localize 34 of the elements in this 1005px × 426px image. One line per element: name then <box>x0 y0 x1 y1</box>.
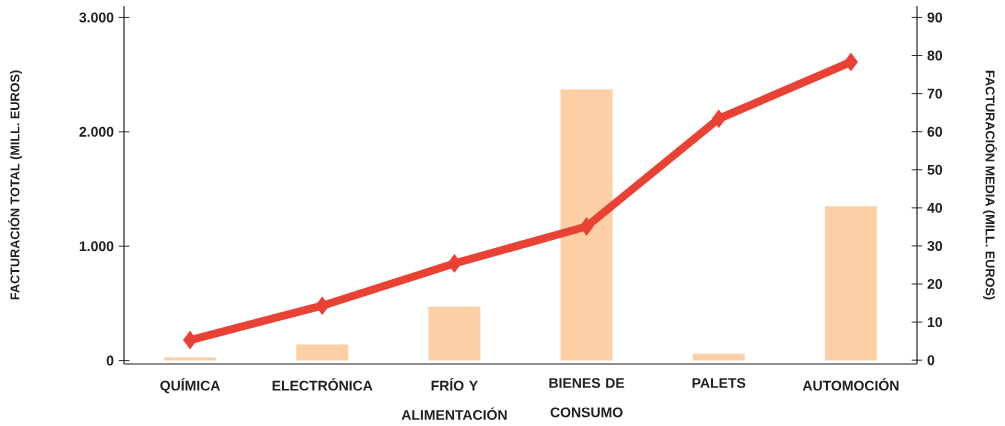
y-tick-label: 3.000 <box>79 12 114 23</box>
y2-tick-label: 50 <box>927 164 943 175</box>
bar <box>296 344 349 361</box>
x-tick-label: QUÍMICA <box>160 378 221 394</box>
bar <box>692 353 745 361</box>
x-tick-label: ELECTRÓNICA <box>272 378 373 391</box>
x-tick-label: FRÍO Y ALIMENTACIÓN <box>401 378 507 420</box>
y2-tick-label: 70 <box>927 88 943 99</box>
point <box>711 109 726 129</box>
point <box>183 330 198 350</box>
category-label: BIENES DE CONSUMO <box>549 378 625 418</box>
y-tick-label: 1.000 <box>79 241 114 252</box>
y2-tick-label: 20 <box>927 279 943 289</box>
point <box>579 217 594 236</box>
y-axis-title: FACTURACIÓN TOTAL (MILL. EUROS) <box>8 70 22 300</box>
bar <box>428 306 481 361</box>
bar <box>560 89 613 361</box>
x-tick-label: PALETS <box>692 378 746 388</box>
point <box>843 52 858 72</box>
y2-tick-label: 90 <box>927 12 943 23</box>
y2-tick-label: 0 <box>927 355 935 366</box>
y2-tick-label: 60 <box>927 126 943 137</box>
point <box>315 296 330 316</box>
y2-tick-label: 40 <box>927 202 943 213</box>
y2-tick-label: 10 <box>927 317 943 328</box>
bar <box>824 206 877 361</box>
x-tick-label: AUTOMOCIÓN <box>802 378 899 391</box>
y-tick-label: 2.000 <box>79 126 114 137</box>
y2-tick-label: 80 <box>927 50 943 61</box>
y-tick-label: 0 <box>106 355 114 366</box>
y2-axis-title: FACTURACIÓN MEDIA (MILL. EUROS) <box>983 70 997 300</box>
point <box>447 254 462 273</box>
bar <box>164 357 217 361</box>
y2-tick-label: 30 <box>927 240 943 251</box>
